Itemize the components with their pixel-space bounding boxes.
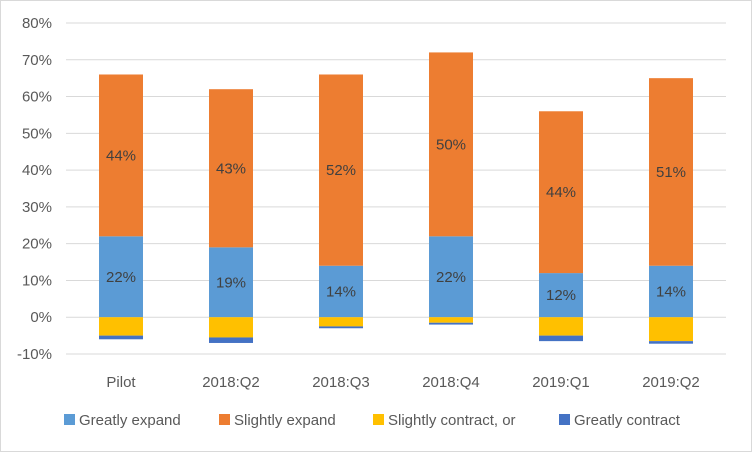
x-axis-tick-labels: Pilot 2018:Q2 2018:Q3 2018:Q4 2019:Q1 2019:Q2 bbox=[106, 374, 699, 391]
legend-label: Greatly expand bbox=[79, 412, 181, 429]
y-tick-label: 0% bbox=[30, 309, 52, 326]
bar-segment bbox=[649, 317, 693, 342]
bar-segment bbox=[649, 265, 693, 318]
data-label: 43% bbox=[216, 160, 246, 177]
bar-segment bbox=[99, 335, 143, 340]
data-label: 22% bbox=[436, 269, 466, 286]
data-labels: 22% 44% 19% 43% 14% 52% 22% 50% 12% 44% 14% 51% bbox=[106, 136, 686, 304]
data-label: 51% bbox=[656, 164, 686, 181]
legend: Greatly expand Slightly expand Slightly co… bbox=[64, 412, 681, 429]
x-tick-label: 2019:Q1 bbox=[532, 374, 590, 391]
gridlines bbox=[66, 22, 726, 355]
bar-segment bbox=[319, 326, 363, 329]
data-label: 14% bbox=[656, 283, 686, 300]
legend-swatch bbox=[219, 414, 230, 425]
data-label: 50% bbox=[436, 136, 466, 153]
bar-segment bbox=[209, 317, 253, 338]
y-tick-label: 40% bbox=[22, 162, 52, 179]
x-tick-label: 2018:Q4 bbox=[422, 374, 480, 391]
bar-segment bbox=[99, 236, 143, 318]
legend-swatch bbox=[559, 414, 570, 425]
bar-segment bbox=[539, 335, 583, 342]
x-tick-label: Pilot bbox=[106, 374, 136, 391]
y-tick-label: 20% bbox=[22, 236, 52, 253]
y-tick-label: 10% bbox=[22, 272, 52, 289]
data-label: 19% bbox=[216, 274, 246, 291]
bar-segment bbox=[319, 74, 363, 266]
bar-segment bbox=[319, 265, 363, 318]
data-label: 44% bbox=[546, 184, 576, 201]
bar-segment bbox=[429, 317, 473, 323]
x-tick-label: 2019:Q2 bbox=[642, 374, 700, 391]
bars bbox=[99, 52, 693, 344]
bar-segment bbox=[539, 273, 583, 318]
bar-segment bbox=[99, 74, 143, 237]
data-label: 12% bbox=[546, 287, 576, 304]
bar-segment bbox=[429, 236, 473, 318]
y-axis-tick-labels: 80% 70% 60% 50% 40% 30% 20% 10% 0% -10% bbox=[17, 15, 52, 363]
bar-segment bbox=[99, 317, 143, 336]
bar-segment bbox=[649, 78, 693, 266]
y-tick-label: 50% bbox=[22, 125, 52, 142]
data-label: 44% bbox=[106, 147, 136, 164]
y-tick-label: 70% bbox=[22, 52, 52, 69]
y-tick-label: 60% bbox=[22, 89, 52, 106]
bar-segment bbox=[429, 52, 473, 237]
bar-segment bbox=[539, 111, 583, 274]
legend-swatch bbox=[64, 414, 75, 425]
bar-segment bbox=[649, 341, 693, 344]
y-tick-label: 80% bbox=[22, 15, 52, 32]
bar-segment bbox=[209, 337, 253, 343]
bar-segment bbox=[319, 317, 363, 327]
legend-swatch bbox=[373, 414, 384, 425]
bar-segment bbox=[429, 322, 473, 325]
legend-label: Slightly contract, or bbox=[388, 412, 516, 429]
y-tick-label: 30% bbox=[22, 199, 52, 216]
bar-segment bbox=[209, 247, 253, 318]
x-tick-label: 2018:Q2 bbox=[202, 374, 260, 391]
bar-segment bbox=[539, 317, 583, 336]
bar-segment bbox=[209, 89, 253, 248]
y-tick-label: -10% bbox=[17, 346, 52, 363]
data-label: 22% bbox=[106, 269, 136, 286]
x-tick-label: 2018:Q3 bbox=[312, 374, 370, 391]
data-label: 52% bbox=[326, 162, 356, 179]
legend-label: Greatly contract bbox=[574, 412, 681, 429]
data-label: 14% bbox=[326, 283, 356, 300]
legend-label: Slightly expand bbox=[234, 412, 336, 429]
